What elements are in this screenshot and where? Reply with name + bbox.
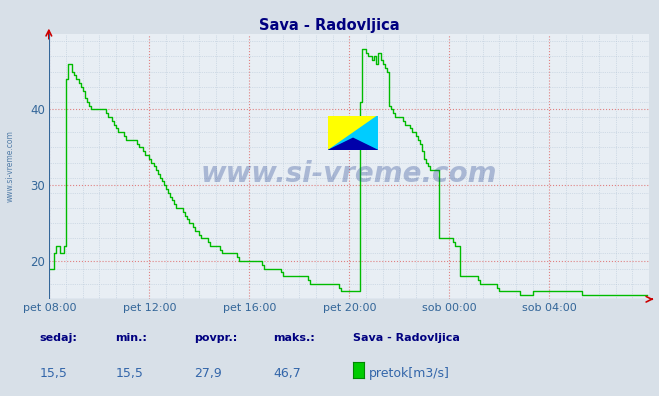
Polygon shape [328, 116, 378, 150]
Text: povpr.:: povpr.: [194, 333, 238, 343]
Text: 27,9: 27,9 [194, 367, 222, 380]
Polygon shape [328, 138, 378, 150]
Text: Sava - Radovljica: Sava - Radovljica [259, 18, 400, 33]
Text: 15,5: 15,5 [40, 367, 67, 380]
Text: www.si-vreme.com: www.si-vreme.com [201, 160, 498, 188]
Text: Sava - Radovljica: Sava - Radovljica [353, 333, 459, 343]
Text: min.:: min.: [115, 333, 147, 343]
Text: 15,5: 15,5 [115, 367, 143, 380]
Text: pretok[m3/s]: pretok[m3/s] [369, 367, 450, 380]
Text: sedaj:: sedaj: [40, 333, 77, 343]
Text: maks.:: maks.: [273, 333, 315, 343]
Polygon shape [328, 116, 378, 150]
Text: 46,7: 46,7 [273, 367, 301, 380]
Text: www.si-vreme.com: www.si-vreme.com [5, 130, 14, 202]
